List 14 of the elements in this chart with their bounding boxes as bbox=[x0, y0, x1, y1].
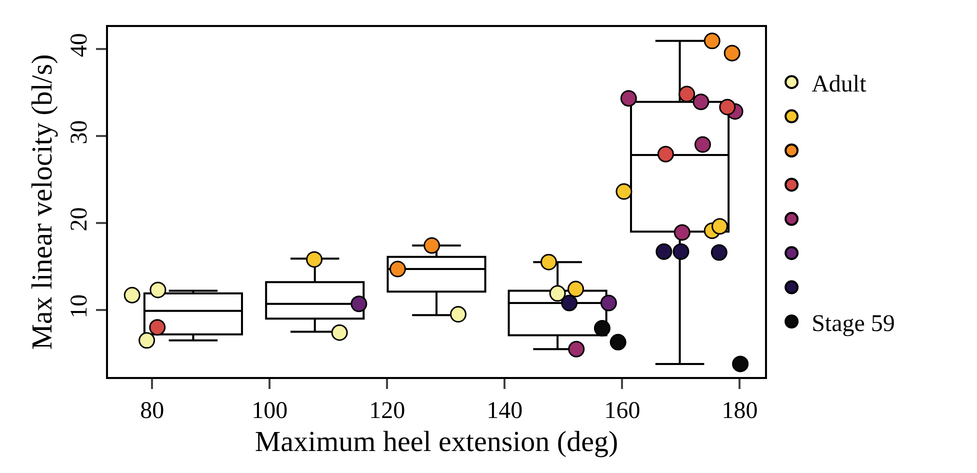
y-tick-label: 40 bbox=[66, 33, 92, 58]
x-axis-title: Maximum heel extension (deg) bbox=[254, 426, 618, 458]
y-tick-label: 20 bbox=[66, 207, 92, 232]
x-tick-label: 80 bbox=[140, 398, 164, 424]
legend-label: Stage 59 bbox=[812, 310, 895, 337]
x-tick-label: 160 bbox=[604, 398, 640, 424]
legend-label: Adult bbox=[812, 71, 867, 98]
y-tick-label: 30 bbox=[66, 120, 92, 144]
y-tick-label: 10 bbox=[66, 294, 92, 318]
x-tick-label: 180 bbox=[722, 398, 758, 424]
x-tick-label: 100 bbox=[252, 398, 288, 424]
x-tick-label: 120 bbox=[369, 398, 406, 424]
x-tick-label: 140 bbox=[486, 398, 523, 424]
y-axis-title: Max linear velocity (bl/s) bbox=[26, 54, 58, 350]
